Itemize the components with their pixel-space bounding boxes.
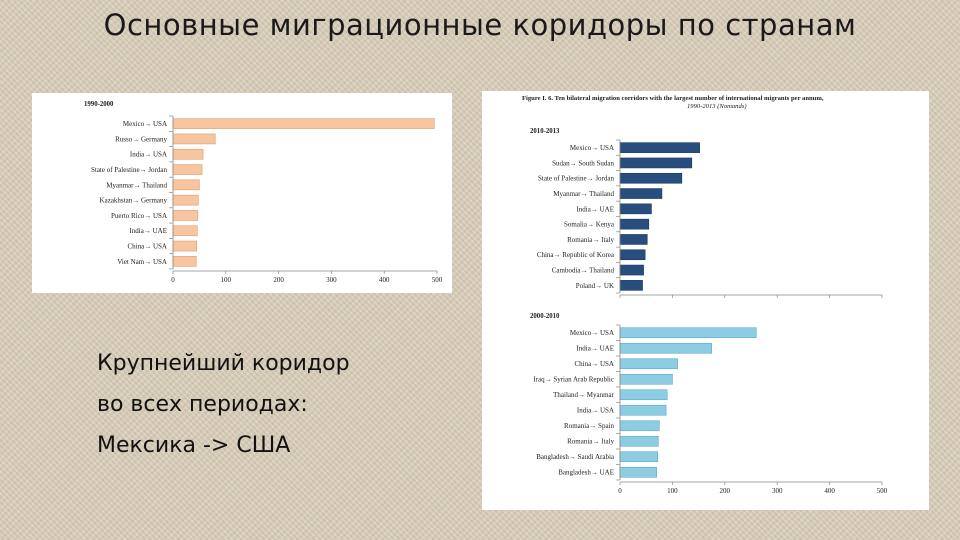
bar-romania-spain [619,420,660,432]
bar-kazakhstan-germany [172,194,199,206]
category-label-bangladesh-saudi-arabia: Bangladesh→ Saudi Arabia [536,453,615,461]
bar-mexico-usa [619,327,757,339]
category-label-india-uae: India→ UAE [129,227,167,235]
bar-india-usa [172,148,204,160]
category-label-thailand-myanmar: Thailand→ Myanmar [553,391,615,399]
bar-mexico-usa [172,118,435,129]
x-tick-label-300: 300 [326,276,337,284]
category-label-india-usa: India→ USA [130,151,167,159]
slide-title: Основные миграционные коридоры по страна… [103,8,857,42]
bar-bangladesh-saudi-arabia [619,451,659,463]
x-tick-label-100: 100 [221,276,232,284]
bar-puerto-rico-usa [172,210,199,221]
bar-poland-uk [619,280,643,291]
x-tick-label-300: 300 [772,487,783,495]
category-label-india-uae: India→ UAE [576,345,614,353]
bar-myanmar-thailand [172,179,200,191]
category-label-india-usa: India→ USA [577,407,614,415]
bar-china-republic-of-korea [619,249,646,261]
figure-subtitle: 1990-2013 (Nomands) [687,103,747,110]
category-label-myanmar-thailand: Myanmar→ Thailand [553,190,614,198]
bar-viet-nam-usa [172,256,197,267]
category-label-state-of-palestine-jordan: State of Palestine→ Jordan [538,175,615,183]
caption: Крупнейший коридор во всех периодах: Мек… [97,343,457,466]
category-label-cambodia-thailand: Cambodia→ Thailand [552,266,615,274]
chart-title: 2000-2010 [530,313,560,320]
bar-russo-germany [172,133,216,145]
x-tick-label-0: 0 [171,276,175,284]
bar-romania-italy [619,435,659,447]
category-label-viet-nam-usa: Viet Nam→ USA [117,258,167,266]
bar-iraq-syrian-arab-republic [619,373,673,385]
category-label-somalia-kenya: Somalia→ Kenya [564,221,615,229]
bar-china-usa [619,358,678,370]
chart-title: 2010-2013 [530,128,560,135]
category-label-romania-italy: Romania→ Italy [567,236,614,244]
bar-thailand-myanmar [619,389,668,401]
bar-china-usa [172,240,198,252]
bar-india-uae [619,203,652,215]
x-tick-label-200: 200 [273,276,284,284]
category-label-mexico-usa: Mexico→ USA [570,144,614,152]
figure-title: Figure I. 6. Ten bilateral migration cor… [522,95,824,102]
bar-chart-2000-2010: 2000-2010 Mexico→ USA India→ UAE China→ USA… [530,313,888,495]
category-label-india-uae: India→ UAE [576,205,614,213]
category-label-iraq-syrian-arab-republic: Iraq→ Syrian Arab Republic [533,376,614,384]
x-tick-label-500: 500 [877,487,888,495]
x-tick-label-400: 400 [379,276,390,284]
bar-bangladesh-uae [619,466,657,478]
category-label-bangladesh-uae: Bangladesh→ UAE [558,469,614,477]
bar-mexico-usa [619,142,700,153]
bar-india-uae [619,342,712,354]
bar-cambodia-thailand [619,264,644,276]
bar-chart-1990-2000: 1990-2000 Mexico→ USA Russo→ Germany India→… [84,101,443,284]
chart-title: 1990-2000 [84,101,114,108]
bar-chart-2010-2013: Figure I. 6. Ten bilateral migration cor… [522,95,888,301]
category-label-sudan-south-sudan: Sudan→ South Sudan [552,159,614,167]
chart-panel-2000-2010: 2000-2010 Mexico→ USA India→ UAE China→ USA… [482,300,929,510]
category-label-state-of-palestine-jordan: State of Palestine→ Jordan [91,166,168,174]
x-tick-label-500: 500 [432,276,443,284]
category-label-poland-uk: Poland→ UK [576,282,614,290]
caption-line-3: Мексика -> США [97,433,291,458]
chart-panel-1990-2000: 1990-2000 Mexico→ USA Russo→ Germany India→… [32,93,452,293]
category-label-china-usa: China→ USA [128,242,167,250]
bar-india-uae [172,225,198,237]
caption-line-2: во всех периодах: [97,392,308,417]
x-tick-label-200: 200 [720,487,731,495]
category-label-romania-spain: Romania→ Spain [564,422,614,430]
category-label-russo-germany: Russo→ Germany [115,135,167,143]
chart-panel-2010-2013: Figure I. 6. Ten bilateral migration cor… [482,91,929,301]
bar-sudan-south-sudan [619,157,693,169]
category-label-mexico-usa: Mexico→ USA [570,329,614,337]
bar-state-of-palestine-jordan [172,164,203,175]
bar-romania-italy [619,234,648,245]
category-label-myanmar-thailand: Myanmar→ Thailand [106,181,167,189]
x-tick-label-0: 0 [618,487,622,495]
bar-india-usa [619,404,667,416]
category-label-puerto-rico-usa: Puerto Rico→ USA [111,212,167,220]
category-label-mexico-usa: Mexico→ USA [123,120,167,128]
x-tick-label-100: 100 [667,487,678,495]
x-tick-label-400: 400 [824,487,835,495]
category-label-romania-italy: Romania→ Italy [567,438,614,446]
category-label-china-usa: China→ USA [575,360,614,368]
category-label-kazakhstan-germany: Kazakhstan→ Germany [100,197,168,205]
category-label-china-republic-of-korea: China→ Republic of Korea [537,251,615,259]
bar-somalia-kenya [619,218,650,230]
bar-myanmar-thailand [619,188,663,199]
bar-state-of-palestine-jordan [619,172,683,184]
caption-line-1: Крупнейший коридор [97,351,350,376]
